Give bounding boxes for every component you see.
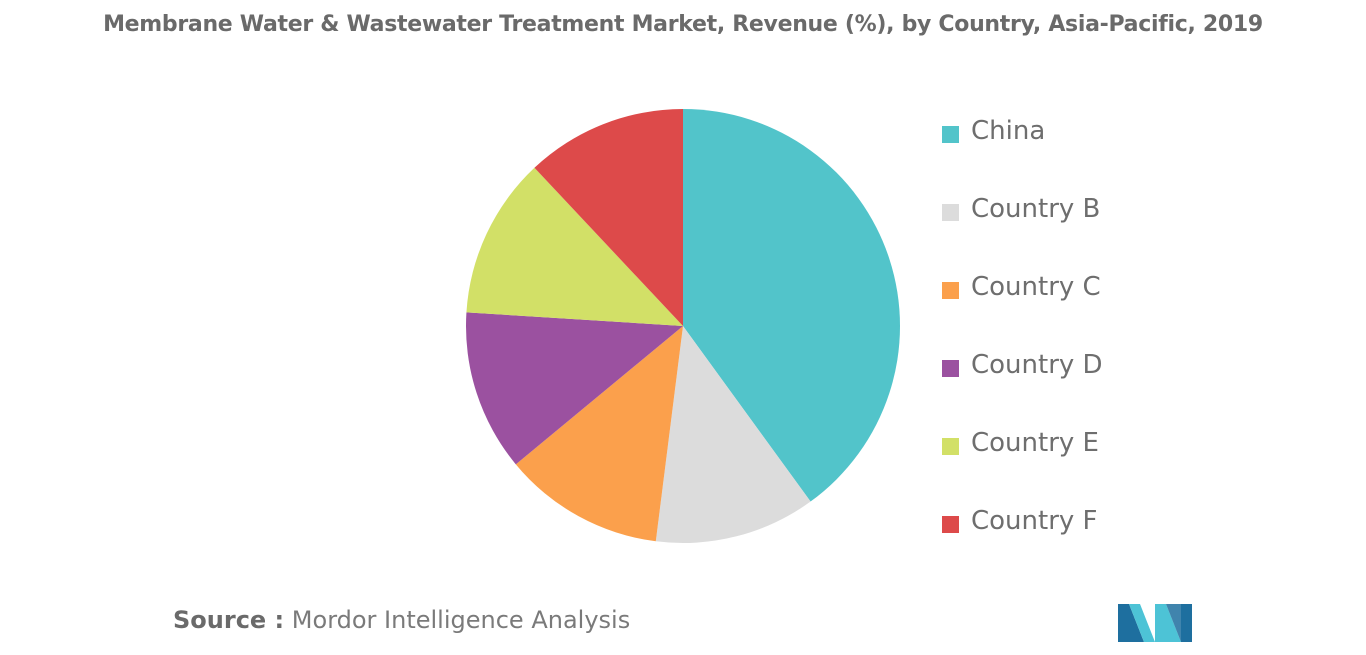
legend-item-country-d[interactable]: Country D	[940, 346, 1260, 424]
legend-label: China	[971, 116, 1046, 146]
legend-swatch	[942, 204, 959, 221]
legend-item-country-e[interactable]: Country E	[940, 424, 1260, 502]
legend-swatch	[942, 282, 959, 299]
legend-swatch	[942, 360, 959, 377]
pie-slice-country-b[interactable]	[655, 326, 811, 544]
legend-item-country-c[interactable]: Country C	[940, 268, 1260, 346]
legend-label: Country B	[971, 194, 1101, 224]
chart-title: Membrane Water & Wastewater Treatment Ma…	[103, 12, 1263, 37]
pie-slice-country-d[interactable]	[466, 312, 683, 465]
source-note: Source : Mordor Intelligence Analysis	[173, 606, 630, 634]
legend-item-country-f[interactable]: Country F	[940, 502, 1260, 580]
mordor-intelligence-logo-icon	[1118, 604, 1192, 642]
pie-slice-country-f[interactable]	[534, 109, 683, 326]
pie-slice-country-e[interactable]	[466, 167, 683, 326]
pie-slice-country-c[interactable]	[515, 326, 683, 542]
chart-legend: China Country B Country C Country D Coun…	[940, 112, 1260, 580]
legend-swatch	[942, 126, 959, 143]
legend-label: Country F	[971, 506, 1098, 536]
legend-label: Country D	[971, 350, 1103, 380]
legend-swatch	[942, 516, 959, 533]
source-text: Mordor Intelligence Analysis	[291, 606, 631, 634]
legend-label: Country E	[971, 428, 1099, 458]
source-label: Source :	[173, 606, 285, 634]
legend-item-china[interactable]: China	[940, 112, 1260, 190]
legend-swatch	[942, 438, 959, 455]
legend-item-country-b[interactable]: Country B	[940, 190, 1260, 268]
pie-slice-china[interactable]	[683, 109, 901, 502]
legend-label: Country C	[971, 272, 1101, 302]
